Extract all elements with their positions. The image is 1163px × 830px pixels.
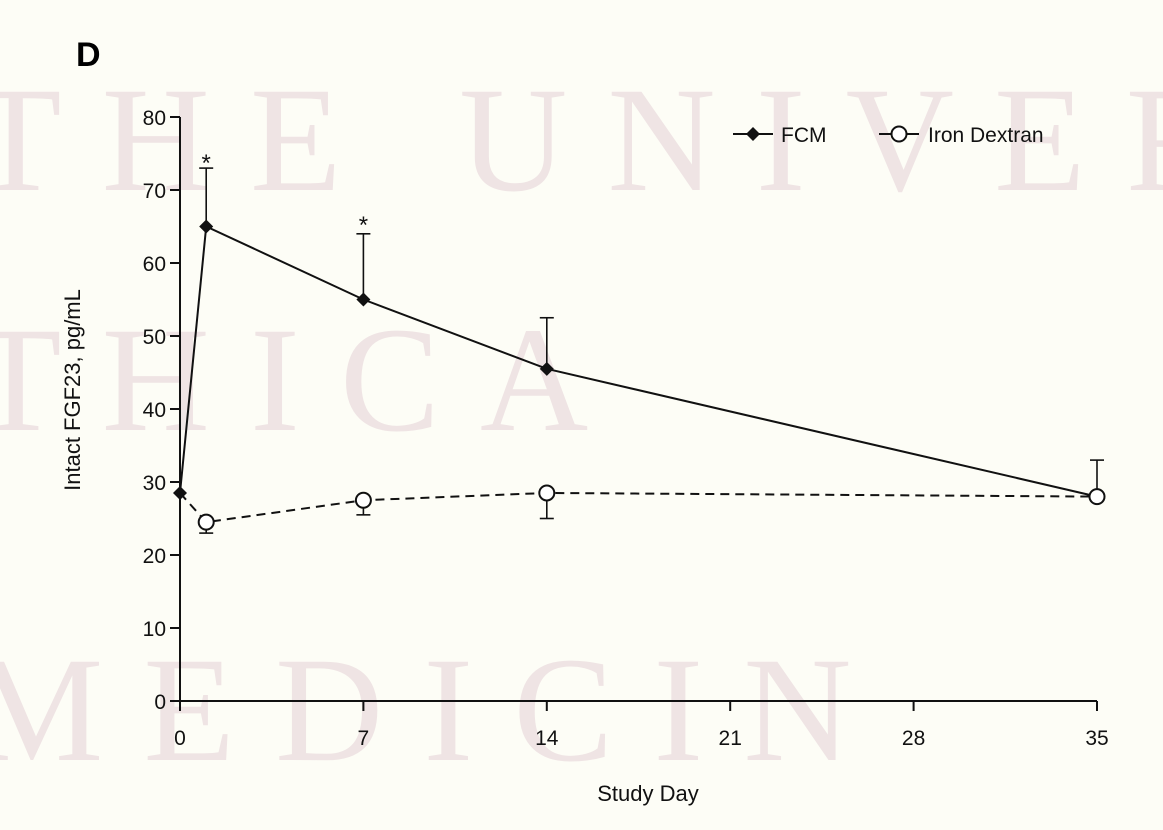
y-axis-title: Intact FGF23, pg/mL (60, 289, 85, 491)
x-tick-label: 14 (535, 727, 559, 750)
watermark-line-1: THE UNIVERS (0, 57, 1163, 223)
y-tick-label: 50 (143, 326, 166, 349)
data-point-diamond (539, 361, 554, 376)
watermark-line-2: THICA (0, 297, 628, 463)
x-tick-label: 21 (719, 727, 742, 750)
y-tick-label: 10 (143, 618, 166, 641)
data-point-circle (538, 484, 556, 502)
data-point-circle (1088, 488, 1106, 506)
watermark: THE UNIVERS THICA MEDICIN (0, 57, 1163, 793)
plot-area: ** (173, 150, 1106, 534)
x-tick-label: 35 (1085, 727, 1108, 750)
data-point-circle (354, 491, 372, 509)
series-fcm (173, 167, 1104, 504)
x-axis-title: Study Day (597, 781, 699, 806)
legend-marker-diamond (746, 127, 760, 141)
watermark-line-3: MEDICIN (0, 627, 892, 793)
y-tick-label: 60 (143, 253, 166, 276)
significance-asterisk: * (359, 212, 368, 239)
legend-label-iron-dextran: Iron Dextran (928, 124, 1044, 147)
panel-label: D (76, 36, 101, 74)
series-iron-dextran (179, 484, 1106, 534)
y-tick-label: 0 (154, 691, 166, 714)
y-tick-label: 70 (143, 180, 166, 203)
legend-item-fcm: FCM (733, 124, 827, 147)
y-tick-label: 80 (143, 107, 166, 130)
data-point-circle (197, 513, 215, 531)
legend-marker-circle (890, 125, 908, 143)
y-tick-label: 40 (143, 399, 166, 422)
y-tick-label: 20 (143, 545, 166, 568)
legend-label-fcm: FCM (781, 124, 827, 147)
x-tick-label: 28 (902, 727, 925, 750)
significance-asterisk: * (202, 150, 211, 177)
x-tick-label: 0 (174, 727, 186, 750)
legend: FCM Iron Dextran (733, 124, 1044, 147)
data-point-diamond (199, 219, 214, 234)
y-tick-label: 30 (143, 472, 166, 495)
data-point-diamond (356, 292, 371, 307)
x-tick-label: 7 (358, 727, 370, 750)
legend-item-iron-dextran: Iron Dextran (879, 124, 1044, 147)
axes: 0 10 20 30 40 50 60 70 80 0 7 14 21 28 35 (143, 107, 1109, 750)
series-line (179, 491, 1098, 524)
